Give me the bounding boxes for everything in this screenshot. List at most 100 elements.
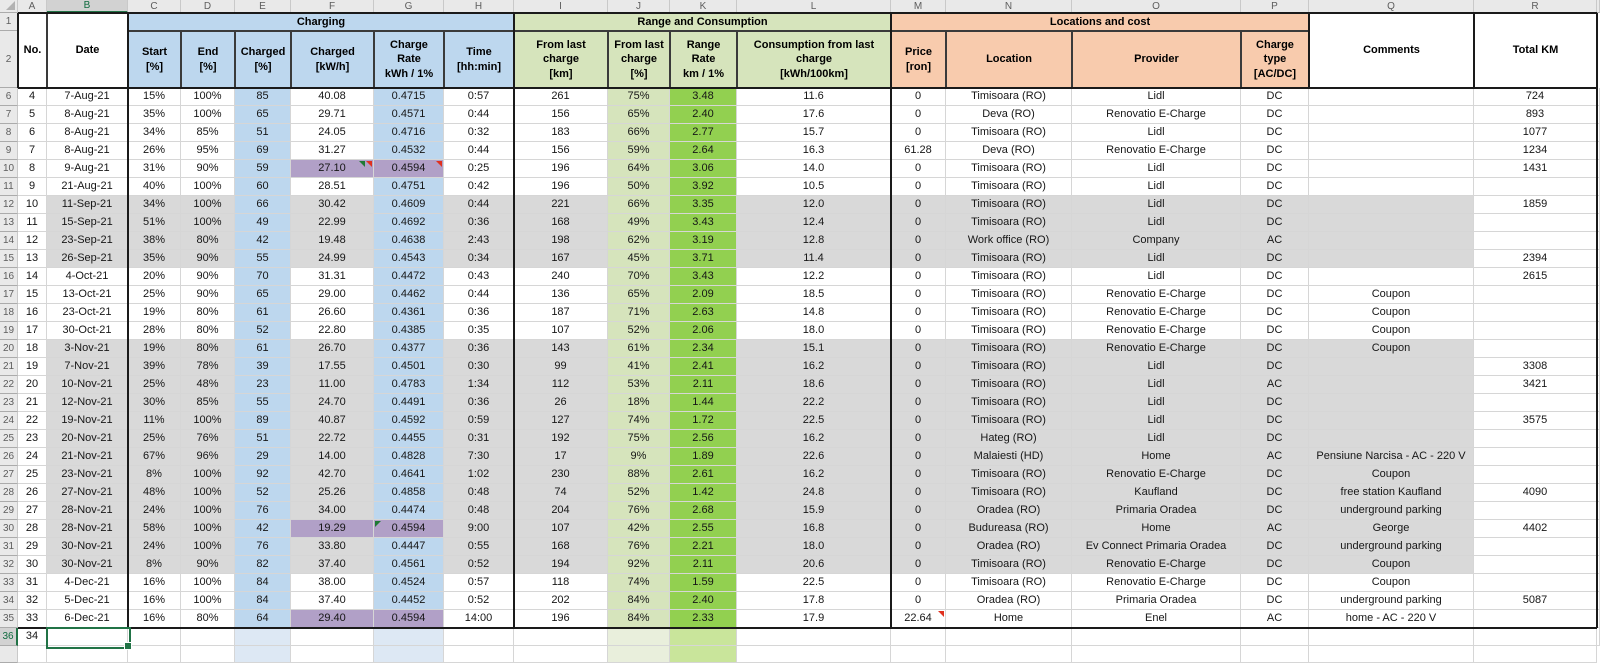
cell-K17[interactable]: 2.09	[670, 286, 737, 304]
cell-O21[interactable]: Lidl	[1072, 358, 1241, 376]
cell-C25[interactable]: 25%	[128, 430, 181, 448]
cell-O25[interactable]: Lidl	[1072, 430, 1241, 448]
cell-M22[interactable]: 0	[891, 376, 946, 394]
group-header-range-and-consumption[interactable]: Range and Consumption	[514, 13, 891, 31]
cell-K16[interactable]: 3.43	[670, 268, 737, 286]
cell-D16[interactable]: 90%	[181, 268, 235, 286]
cell-O15[interactable]: Lidl	[1072, 250, 1241, 268]
cell-J31[interactable]: 76%	[608, 538, 670, 556]
cell-L16[interactable]: 12.2	[737, 268, 891, 286]
cell-I32[interactable]: 194	[514, 556, 608, 574]
cell-H29[interactable]: 0:48	[444, 502, 514, 520]
cell-P24[interactable]: DC	[1241, 412, 1309, 430]
header-charged_pct[interactable]: Charged [%]	[235, 31, 291, 88]
cell-M35[interactable]: 22.64	[891, 610, 946, 628]
cell-Q28[interactable]: free station Kaufland	[1309, 484, 1474, 502]
cell-Q29[interactable]: underground parking	[1309, 502, 1474, 520]
cell-C11[interactable]: 40%	[128, 178, 181, 196]
cell-M21[interactable]: 0	[891, 358, 946, 376]
cell-J18[interactable]: 71%	[608, 304, 670, 322]
cell-K12[interactable]: 3.35	[670, 196, 737, 214]
cell-G35[interactable]: 0.4594	[374, 610, 444, 628]
cell-P37[interactable]	[1241, 646, 1309, 663]
cell-I11[interactable]: 196	[514, 178, 608, 196]
cell-L9[interactable]: 16.3	[737, 142, 891, 160]
cell-C33[interactable]: 16%	[128, 574, 181, 592]
cell-P16[interactable]: DC	[1241, 268, 1309, 286]
cell-A26[interactable]: 24	[18, 448, 47, 466]
cell-I27[interactable]: 230	[514, 466, 608, 484]
cell-J35[interactable]: 84%	[608, 610, 670, 628]
cell-L32[interactable]: 20.6	[737, 556, 891, 574]
cell-C7[interactable]: 35%	[128, 106, 181, 124]
cell-H31[interactable]: 0:55	[444, 538, 514, 556]
cell-R33[interactable]	[1474, 574, 1597, 592]
cell-E12[interactable]: 66	[235, 196, 291, 214]
cell-A9[interactable]: 7	[18, 142, 47, 160]
cell-E30[interactable]: 42	[235, 520, 291, 538]
cell-Q30[interactable]: George	[1309, 520, 1474, 538]
cell-H8[interactable]: 0:32	[444, 124, 514, 142]
cell-M14[interactable]: 0	[891, 232, 946, 250]
cell-J33[interactable]: 74%	[608, 574, 670, 592]
cell-B22[interactable]: 10-Nov-21	[47, 376, 128, 394]
cell-A28[interactable]: 26	[18, 484, 47, 502]
cell-B26[interactable]: 21-Nov-21	[47, 448, 128, 466]
cell-M29[interactable]: 0	[891, 502, 946, 520]
cell-J13[interactable]: 49%	[608, 214, 670, 232]
cell-O20[interactable]: Renovatio E-Charge	[1072, 340, 1241, 358]
cell-L18[interactable]: 14.8	[737, 304, 891, 322]
row-header-25[interactable]: 25	[0, 430, 18, 448]
cell-A15[interactable]: 13	[18, 250, 47, 268]
cell-C29[interactable]: 24%	[128, 502, 181, 520]
cell-A36[interactable]: 34	[18, 628, 47, 646]
cell-J30[interactable]: 42%	[608, 520, 670, 538]
cell-K31[interactable]: 2.21	[670, 538, 737, 556]
cell-K8[interactable]: 2.77	[670, 124, 737, 142]
cell-I12[interactable]: 221	[514, 196, 608, 214]
cell-I6[interactable]: 261	[514, 88, 608, 106]
cell-E24[interactable]: 89	[235, 412, 291, 430]
cell-H14[interactable]: 2:43	[444, 232, 514, 250]
row-header-14[interactable]: 14	[0, 232, 18, 250]
cell-M32[interactable]: 0	[891, 556, 946, 574]
cell-F30[interactable]: 19.29	[291, 520, 374, 538]
cell-K9[interactable]: 2.64	[670, 142, 737, 160]
cell-G30[interactable]: 0.4594	[374, 520, 444, 538]
cell-D30[interactable]: 100%	[181, 520, 235, 538]
cell-B27[interactable]: 23-Nov-21	[47, 466, 128, 484]
cell-B29[interactable]: 28-Nov-21	[47, 502, 128, 520]
cell-M15[interactable]: 0	[891, 250, 946, 268]
row-header-7[interactable]: 7	[0, 106, 18, 124]
cell-R19[interactable]	[1474, 322, 1597, 340]
cell-D34[interactable]: 100%	[181, 592, 235, 610]
cell-C32[interactable]: 8%	[128, 556, 181, 574]
cell-O23[interactable]: Lidl	[1072, 394, 1241, 412]
cell-I28[interactable]: 74	[514, 484, 608, 502]
cell-H7[interactable]: 0:44	[444, 106, 514, 124]
cell-L23[interactable]: 22.2	[737, 394, 891, 412]
cell-D36[interactable]	[181, 628, 235, 646]
cell-R29[interactable]	[1474, 502, 1597, 520]
cell-I16[interactable]: 240	[514, 268, 608, 286]
cell-M18[interactable]: 0	[891, 304, 946, 322]
cell-R17[interactable]	[1474, 286, 1597, 304]
cell-F11[interactable]: 28.51	[291, 178, 374, 196]
cell-G14[interactable]: 0.4638	[374, 232, 444, 250]
row-header-27[interactable]: 27	[0, 466, 18, 484]
cell-A19[interactable]: 17	[18, 322, 47, 340]
cell-B33[interactable]: 4-Dec-21	[47, 574, 128, 592]
cell-N6[interactable]: Timisoara (RO)	[946, 88, 1072, 106]
cell-C18[interactable]: 19%	[128, 304, 181, 322]
cell-C30[interactable]: 58%	[128, 520, 181, 538]
cell-D17[interactable]: 90%	[181, 286, 235, 304]
cell-D11[interactable]: 100%	[181, 178, 235, 196]
cell-M8[interactable]: 0	[891, 124, 946, 142]
cell-N33[interactable]: Timisoara (RO)	[946, 574, 1072, 592]
cell-I31[interactable]: 168	[514, 538, 608, 556]
header-consumption[interactable]: Consumption from last charge [kWh/100km]	[737, 31, 891, 88]
cell-I18[interactable]: 187	[514, 304, 608, 322]
cell-N25[interactable]: Hateg (RO)	[946, 430, 1072, 448]
cell-R34[interactable]: 5087	[1474, 592, 1597, 610]
cell-L22[interactable]: 18.6	[737, 376, 891, 394]
